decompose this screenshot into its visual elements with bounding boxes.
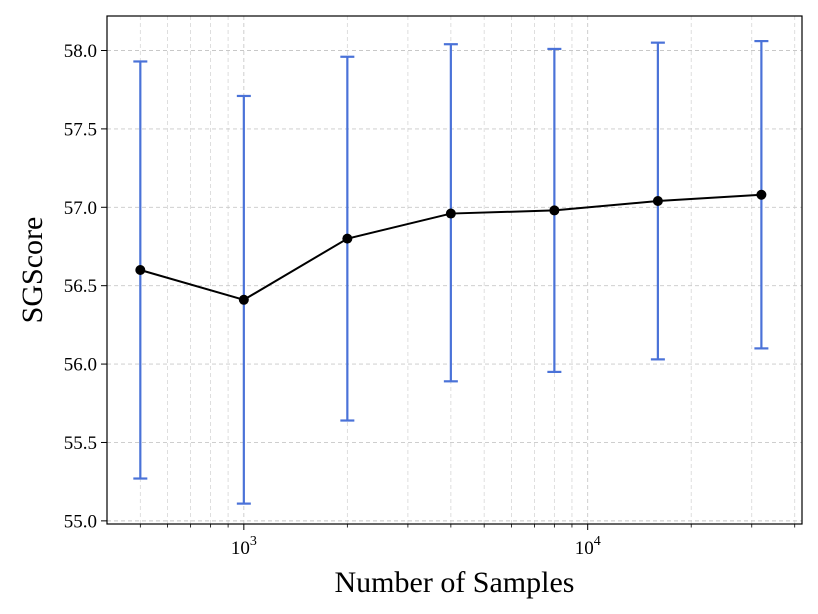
data-point — [756, 189, 767, 200]
plot-frame — [106, 15, 803, 525]
x-tick-label-base: 10 — [575, 538, 594, 559]
data-point — [549, 205, 560, 216]
y-axis-title: SGScore — [16, 217, 49, 324]
x-axis-title: Number of Samples — [335, 566, 575, 599]
x-tick-label-exponent: 4 — [594, 534, 601, 549]
x-tick-labels: 103 104 — [231, 534, 601, 559]
data-point — [445, 208, 456, 219]
data-point — [238, 294, 249, 305]
y-tick-label: 57.5 — [64, 119, 97, 140]
x-tick-label-exponent: 3 — [250, 534, 257, 549]
y-tick-label: 58.0 — [64, 41, 97, 62]
y-tick-labels: 55.0 55.5 56.0 56.5 57.0 57.5 58.0 — [64, 41, 97, 532]
x-tick-label-base: 10 — [231, 538, 250, 559]
x-tick-label: 104 — [575, 534, 601, 559]
data-point — [342, 233, 353, 244]
data-point — [652, 196, 663, 207]
y-tick-label: 55.5 — [64, 433, 97, 454]
y-tick-label: 56.5 — [64, 276, 97, 297]
markers — [135, 189, 767, 305]
ticks — [101, 49, 796, 530]
y-tick-label: 57.0 — [64, 198, 97, 219]
y-tick-label: 56.0 — [64, 355, 97, 376]
x-tick-label: 103 — [231, 534, 257, 559]
data-point — [135, 265, 146, 275]
y-tick-label: 55.0 — [64, 511, 97, 532]
